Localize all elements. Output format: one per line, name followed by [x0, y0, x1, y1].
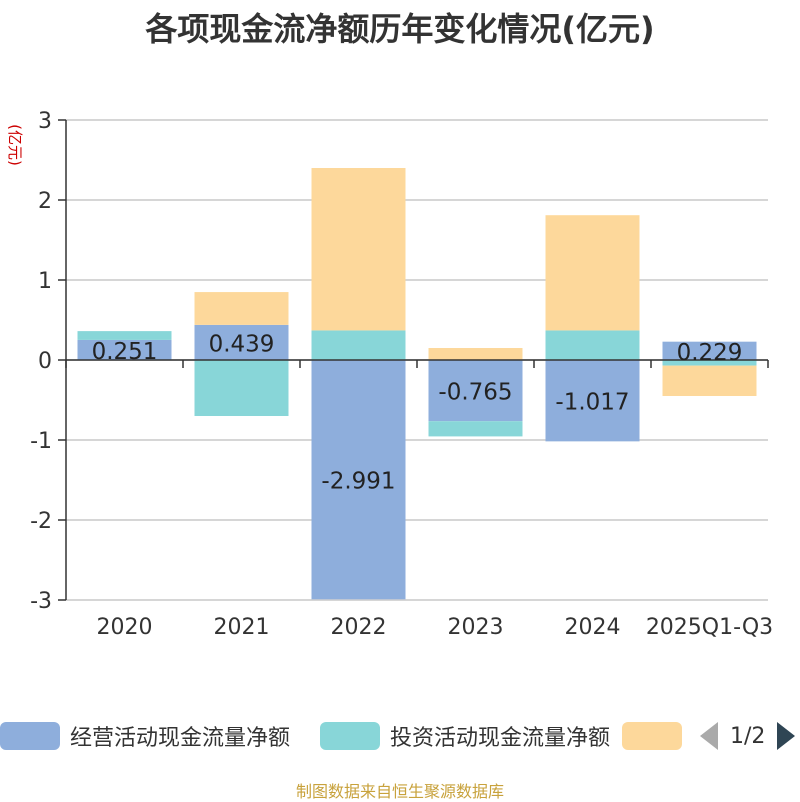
data-label: 0.439 — [209, 331, 275, 357]
x-tick-label: 2020 — [97, 615, 153, 640]
legend: 经营活动现金流量净额 投资活动现金流量净额 — [0, 716, 800, 756]
bar-financing-2021 — [194, 292, 289, 325]
legend-next-page-icon[interactable] — [777, 722, 796, 750]
data-label: -1.017 — [555, 390, 629, 416]
x-tick-label: 2024 — [565, 615, 621, 640]
data-label: -0.765 — [438, 380, 512, 406]
bar-financing-2025Q1-Q3 — [662, 365, 757, 396]
y-tick-label: -3 — [30, 589, 52, 614]
chart-title: 各项现金流净额历年变化情况(亿元) — [145, 10, 655, 48]
legend-item-investing[interactable]: 投资活动现金流量净额 — [320, 716, 610, 756]
x-tick-label: 2022 — [331, 615, 387, 640]
y-tick-label: -1 — [30, 429, 52, 454]
legend-item-financing[interactable] — [622, 716, 682, 756]
legend-swatch-financing — [622, 722, 682, 750]
data-label: 0.229 — [677, 340, 743, 366]
y-tick-label: 3 — [38, 109, 52, 134]
bar-operating-2025Q1-Q3 — [662, 341, 757, 360]
bar-operating-2022 — [311, 360, 406, 600]
bar-investing-2025Q1-Q3 — [662, 360, 757, 366]
bar-investing-2024 — [545, 330, 640, 360]
y-tick-label: -2 — [30, 509, 52, 534]
bar-investing-2020 — [77, 331, 172, 340]
bar-operating-2021 — [194, 324, 289, 360]
bar-operating-2024 — [545, 360, 640, 442]
source-note: 制图数据来自恒生聚源数据库 — [295, 782, 504, 801]
x-tick-label: 2023 — [448, 615, 504, 640]
legend-prev-page-icon[interactable] — [700, 722, 718, 750]
data-label: 0.251 — [92, 339, 158, 365]
bar-financing-2023 — [428, 348, 523, 360]
y-tick-label: 0 — [38, 349, 52, 374]
y-tick-label: 1 — [38, 269, 52, 294]
y-axis-unit-label: (亿元) — [6, 124, 24, 166]
data-label: -2.991 — [321, 469, 395, 495]
bar-financing-2022 — [311, 168, 406, 331]
x-tick-label: 2025Q1-Q3 — [646, 615, 773, 640]
legend-swatch-operating — [0, 722, 60, 750]
legend-page-indicator: 1/2 — [730, 723, 766, 749]
legend-label-operating: 经营活动现金流量净额 — [70, 726, 291, 751]
bar-investing-2022 — [311, 330, 406, 360]
bar-investing-2021 — [194, 360, 289, 416]
bar-operating-2023 — [428, 360, 523, 422]
legend-item-operating[interactable]: 经营活动现金流量净额 — [0, 716, 290, 756]
legend-pager: 1/2 — [700, 716, 796, 756]
legend-label-investing: 投资活动现金流量净额 — [390, 726, 611, 751]
x-tick-label: 2021 — [214, 615, 270, 640]
bar-financing-2024 — [545, 215, 640, 331]
bar-investing-2023 — [428, 421, 523, 437]
legend-swatch-investing — [320, 722, 380, 750]
bar-operating-2020 — [77, 339, 172, 360]
y-tick-label: 2 — [38, 189, 52, 214]
bar-chart: 3 2 1 0 -1 -2 -3 (亿元) 2020 2021 2022 2023 2024 2025Q1… — [6, 109, 773, 640]
